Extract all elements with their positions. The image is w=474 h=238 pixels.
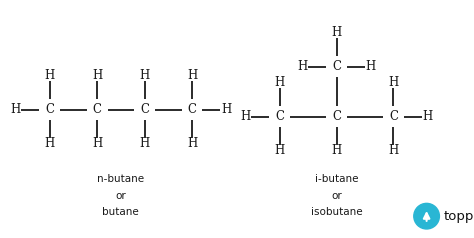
Text: C: C (332, 60, 341, 73)
Text: C: C (389, 110, 398, 123)
Text: H: H (45, 137, 55, 150)
Text: H: H (139, 137, 150, 150)
Text: C: C (188, 103, 196, 116)
Circle shape (414, 203, 439, 229)
Text: H: H (331, 144, 342, 157)
Text: H: H (221, 103, 231, 116)
Text: C: C (140, 103, 149, 116)
Text: H: H (10, 103, 21, 116)
Text: H: H (331, 26, 342, 39)
Text: H: H (187, 137, 197, 150)
Text: toppr: toppr (443, 210, 474, 223)
Text: H: H (388, 144, 399, 157)
Text: C: C (93, 103, 101, 116)
Text: H: H (92, 137, 102, 150)
Text: H: H (139, 69, 150, 82)
Text: H: H (45, 69, 55, 82)
Text: H: H (297, 60, 308, 73)
Text: H: H (388, 76, 399, 89)
Text: n-butane
or
butane: n-butane or butane (97, 174, 145, 217)
Text: H: H (365, 60, 376, 73)
Text: C: C (46, 103, 54, 116)
Text: H: H (92, 69, 102, 82)
Text: H: H (187, 69, 197, 82)
Text: H: H (422, 110, 433, 123)
Text: C: C (275, 110, 284, 123)
Text: H: H (274, 76, 285, 89)
Text: H: H (240, 110, 251, 123)
Text: H: H (274, 144, 285, 157)
Text: i-butane
or
isobutane: i-butane or isobutane (311, 174, 362, 217)
Text: C: C (332, 110, 341, 123)
